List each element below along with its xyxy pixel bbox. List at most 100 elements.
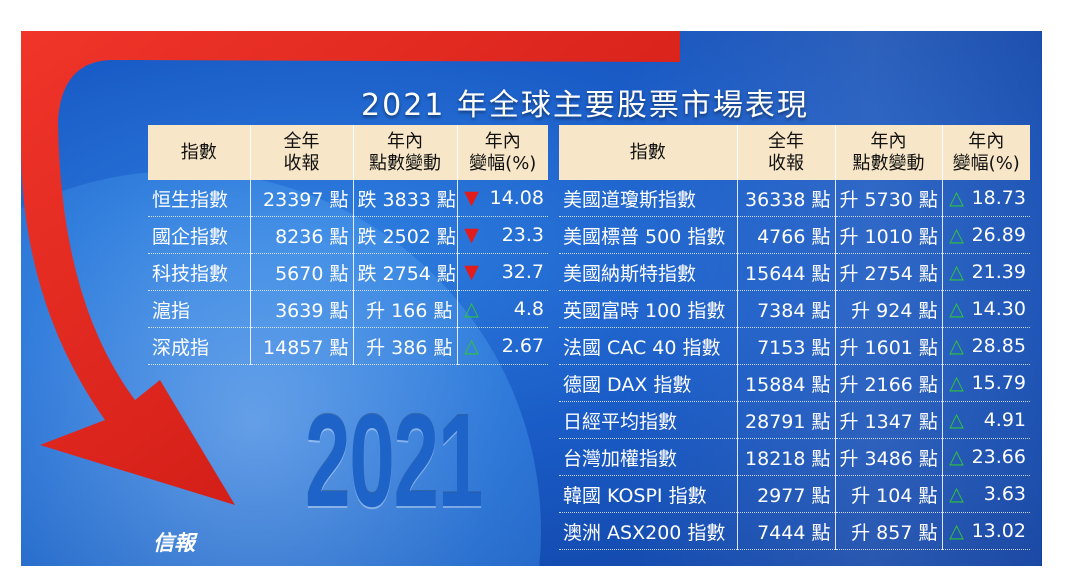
pct-change-cell: △ 2.67: [457, 327, 548, 365]
chart-title: 2021 年全球主要股票市場表現: [361, 88, 809, 123]
pct-value: 23.3: [501, 224, 544, 246]
points-change: 升 1347 點: [835, 401, 943, 439]
up-triangle-icon: △: [949, 483, 964, 505]
close-value: 14857 點: [250, 327, 354, 365]
table-row: 深成指 14857 點升 386 點 △ 2.67: [148, 327, 548, 365]
index-name: 滬指: [148, 290, 251, 328]
pct-change-cell: ▼ 23.3: [457, 216, 548, 254]
arrow-body: [20, 31, 680, 505]
pct-value: 21.39: [971, 261, 1026, 283]
pct-change-cell: △ 14.30: [942, 290, 1030, 328]
table-row: 國企指數 8236 點跌 2502 點 ▼ 23.3: [148, 216, 548, 254]
points-change: 升 1601 點: [835, 327, 943, 365]
points-change: 升 924 點: [835, 290, 943, 328]
pct-value: 14.08: [489, 187, 544, 209]
points-change: 跌 2754 點: [353, 253, 458, 291]
table-row: 法國 CAC 40 指數 7153 點升 1601 點 △ 28.85: [559, 327, 1030, 365]
asia-china-index-table: 指數 全年 收報 年內 點數變動 年內 變幅(%) 恒生指數 23397 點跌 3833…: [148, 125, 548, 365]
table-row: 美國道瓊斯指數 36338 點升 5730 點 △ 18.73: [559, 180, 1030, 217]
close-value: 28791 點: [737, 401, 836, 439]
pct-value: 13.02: [971, 520, 1026, 542]
pct-value: 18.73: [971, 187, 1026, 209]
points-change: 升 386 點: [353, 327, 458, 365]
up-triangle-icon: △: [949, 372, 964, 394]
index-name: 澳洲 ASX200 指數: [559, 512, 738, 550]
index-name: 深成指: [148, 327, 251, 365]
close-value: 15644 點: [737, 253, 836, 291]
header-points-change: 年內 點數變動: [835, 125, 943, 180]
close-value: 5670 點: [250, 253, 354, 291]
index-name: 德國 DAX 指數: [559, 364, 738, 402]
index-name: 英國富時 100 指數: [559, 290, 738, 328]
up-triangle-icon: △: [464, 335, 479, 357]
pct-change-cell: △ 13.02: [942, 512, 1030, 550]
table-row: 澳洲 ASX200 指數 7444 點升 857 點 △ 13.02: [559, 512, 1030, 550]
global-index-table: 指數 全年 收報 年內 點數變動 年內 變幅(%) 美國道瓊斯指數 36338 點升 5…: [559, 125, 1030, 550]
points-change: 升 5730 點: [835, 180, 943, 217]
points-change: 升 857 點: [835, 512, 943, 550]
table-header-row: 指數 全年 收報 年內 點數變動 年內 變幅(%): [559, 125, 1030, 180]
up-triangle-icon: △: [464, 298, 479, 320]
close-value: 4766 點: [737, 216, 836, 254]
close-value: 7153 點: [737, 327, 836, 365]
pct-value: 32.7: [501, 261, 544, 283]
year-watermark: 2021: [305, 387, 483, 534]
publisher-logo: 信報: [153, 530, 195, 555]
pct-change-cell: △ 21.39: [942, 253, 1030, 291]
pct-value: 26.89: [971, 224, 1026, 246]
pct-value: 14.30: [971, 298, 1026, 320]
index-name: 韓國 KOSPI 指數: [559, 475, 738, 513]
index-name: 科技指數: [148, 253, 251, 291]
close-value: 8236 點: [250, 216, 354, 254]
points-change: 升 1010 點: [835, 216, 943, 254]
header-points-change: 年內 點數變動: [353, 125, 458, 180]
points-change: 跌 3833 點: [353, 180, 458, 217]
close-value: 7384 點: [737, 290, 836, 328]
close-value: 15884 點: [737, 364, 836, 402]
header-pct-change: 年內 變幅(%): [457, 125, 548, 180]
close-value: 18218 點: [737, 438, 836, 476]
close-value: 2977 點: [737, 475, 836, 513]
table-row: 德國 DAX 指數 15884 點升 2166 點 △ 15.79: [559, 364, 1030, 402]
up-triangle-icon: △: [949, 187, 964, 209]
up-triangle-icon: △: [949, 335, 964, 357]
up-triangle-icon: △: [949, 520, 964, 542]
header-close: 全年 收報: [250, 125, 354, 180]
table-row: 科技指數 5670 點跌 2754 點 ▼ 32.7: [148, 253, 548, 291]
table-row: 韓國 KOSPI 指數 2977 點升 104 點 △ 3.63: [559, 475, 1030, 513]
pct-change-cell: △ 26.89: [942, 216, 1030, 254]
pct-value: 15.79: [971, 372, 1026, 394]
up-triangle-icon: △: [949, 409, 964, 431]
close-value: 7444 點: [737, 512, 836, 550]
pct-value: 4.8: [513, 298, 544, 320]
table-row: 英國富時 100 指數 7384 點升 924 點 △ 14.30: [559, 290, 1030, 328]
index-name: 台灣加權指數: [559, 438, 738, 476]
table-row: 美國標普 500 指數 4766 點升 1010 點 △ 26.89: [559, 216, 1030, 254]
points-change: 升 2754 點: [835, 253, 943, 291]
header-pct-change: 年內 變幅(%): [942, 125, 1030, 180]
pct-change-cell: △ 3.63: [942, 475, 1030, 513]
header-close: 全年 收報: [737, 125, 836, 180]
header-index: 指數: [559, 125, 738, 180]
index-name: 美國道瓊斯指數: [559, 180, 738, 217]
header-index: 指數: [148, 125, 251, 180]
table-row: 恒生指數 23397 點跌 3833 點 ▼ 14.08: [148, 180, 548, 217]
index-name: 美國標普 500 指數: [559, 216, 738, 254]
pct-change-cell: △ 23.66: [942, 438, 1030, 476]
points-change: 升 166 點: [353, 290, 458, 328]
pct-value: 3.63: [983, 483, 1026, 505]
index-name: 國企指數: [148, 216, 251, 254]
table-row: 滬指 3639 點升 166 點 △ 4.8: [148, 290, 548, 328]
index-name: 法國 CAC 40 指數: [559, 327, 738, 365]
up-triangle-icon: △: [949, 261, 964, 283]
points-change: 升 3486 點: [835, 438, 943, 476]
pct-value: 4.91: [983, 409, 1026, 431]
pct-change-cell: △ 28.85: [942, 327, 1030, 365]
table-row: 台灣加權指數 18218 點升 3486 點 △ 23.66: [559, 438, 1030, 476]
pct-change-cell: △ 15.79: [942, 364, 1030, 402]
pct-change-cell: ▼ 14.08: [457, 180, 548, 217]
close-value: 36338 點: [737, 180, 836, 217]
pct-value: 2.67: [501, 335, 544, 357]
